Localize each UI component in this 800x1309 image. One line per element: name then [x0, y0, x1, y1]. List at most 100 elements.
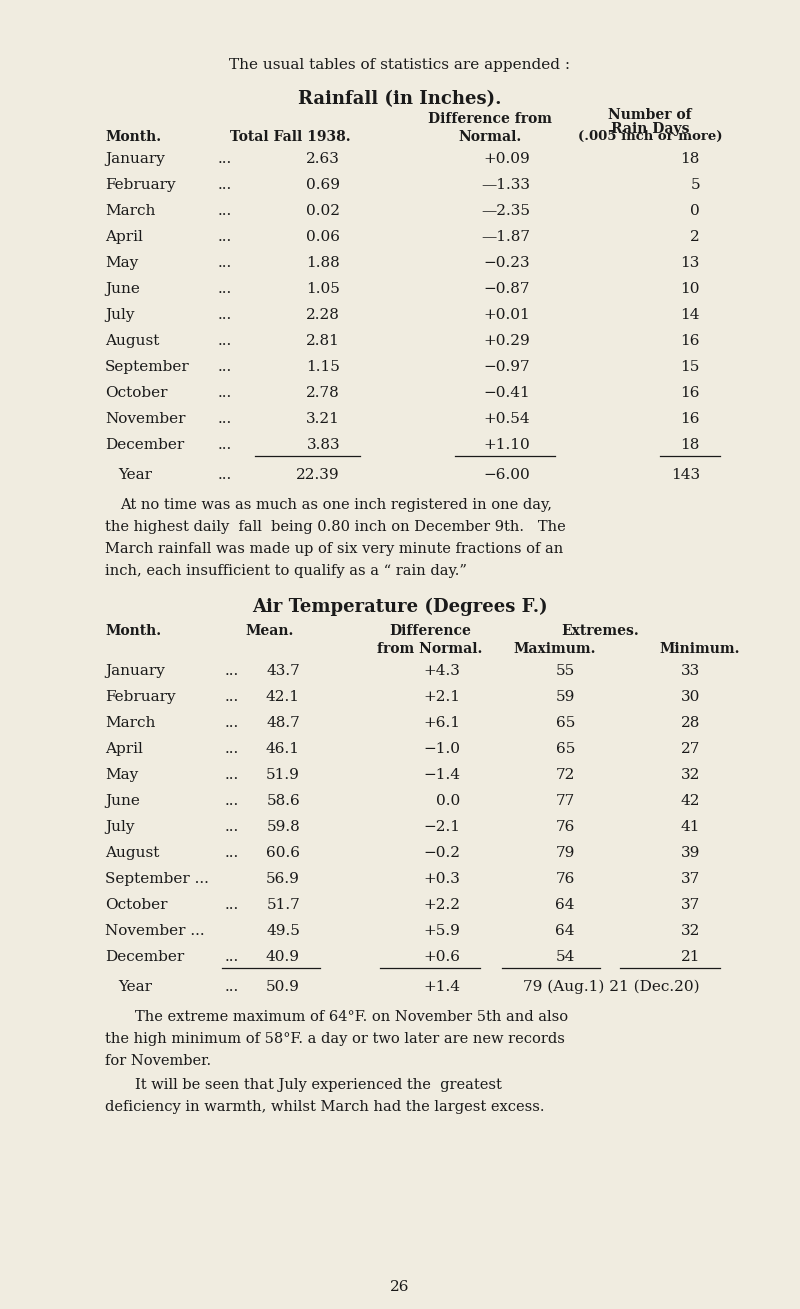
Text: 16: 16 [681, 334, 700, 348]
Text: January: January [105, 664, 165, 678]
Text: 46.1: 46.1 [266, 742, 300, 757]
Text: 42: 42 [681, 795, 700, 808]
Text: Difference from: Difference from [428, 113, 552, 126]
Text: +0.29: +0.29 [483, 334, 530, 348]
Text: +0.09: +0.09 [483, 152, 530, 166]
Text: 76: 76 [556, 819, 575, 834]
Text: +6.1: +6.1 [423, 716, 460, 730]
Text: January: January [105, 152, 165, 166]
Text: −0.23: −0.23 [483, 257, 530, 270]
Text: 0.06: 0.06 [306, 230, 340, 243]
Text: ...: ... [218, 308, 232, 322]
Text: 1.05: 1.05 [306, 281, 340, 296]
Text: 5: 5 [690, 178, 700, 192]
Text: 76: 76 [556, 872, 575, 886]
Text: ...: ... [225, 846, 239, 860]
Text: ...: ... [218, 439, 232, 452]
Text: Mean.: Mean. [246, 624, 294, 637]
Text: 21: 21 [681, 950, 700, 963]
Text: ...: ... [218, 334, 232, 348]
Text: +0.01: +0.01 [483, 308, 530, 322]
Text: ...: ... [218, 360, 232, 374]
Text: 58.6: 58.6 [266, 795, 300, 808]
Text: +1.4: +1.4 [423, 980, 460, 994]
Text: 0.0: 0.0 [436, 795, 460, 808]
Text: ...: ... [225, 664, 239, 678]
Text: February: February [105, 178, 176, 192]
Text: 59: 59 [556, 690, 575, 704]
Text: Number of: Number of [608, 109, 692, 122]
Text: 1.88: 1.88 [306, 257, 340, 270]
Text: 48.7: 48.7 [266, 716, 300, 730]
Text: (.005 inch or more): (.005 inch or more) [578, 130, 722, 143]
Text: ...: ... [218, 204, 232, 219]
Text: 0: 0 [690, 204, 700, 219]
Text: 54: 54 [556, 950, 575, 963]
Text: +0.54: +0.54 [483, 412, 530, 425]
Text: —2.35: —2.35 [481, 204, 530, 219]
Text: 49.5: 49.5 [266, 924, 300, 939]
Text: Month.: Month. [105, 624, 161, 637]
Text: −1.0: −1.0 [423, 742, 460, 757]
Text: 79: 79 [556, 846, 575, 860]
Text: —1.87: —1.87 [481, 230, 530, 243]
Text: 18: 18 [681, 439, 700, 452]
Text: +0.6: +0.6 [423, 950, 460, 963]
Text: 2.81: 2.81 [306, 334, 340, 348]
Text: March: March [105, 204, 155, 219]
Text: 56.9: 56.9 [266, 872, 300, 886]
Text: 30: 30 [681, 690, 700, 704]
Text: 26: 26 [390, 1280, 410, 1295]
Text: Maximum.: Maximum. [514, 641, 596, 656]
Text: 15: 15 [681, 360, 700, 374]
Text: +0.3: +0.3 [423, 872, 460, 886]
Text: +2.2: +2.2 [423, 898, 460, 912]
Text: for November.: for November. [105, 1054, 211, 1068]
Text: Year: Year [118, 469, 152, 482]
Text: −0.2: −0.2 [423, 846, 460, 860]
Text: 16: 16 [681, 386, 700, 401]
Text: Rain Days: Rain Days [610, 122, 690, 136]
Text: 13: 13 [681, 257, 700, 270]
Text: 64: 64 [555, 898, 575, 912]
Text: ...: ... [218, 257, 232, 270]
Text: ...: ... [218, 178, 232, 192]
Text: Month.: Month. [105, 130, 161, 144]
Text: +5.9: +5.9 [423, 924, 460, 939]
Text: 65: 65 [556, 716, 575, 730]
Text: October: October [105, 898, 167, 912]
Text: 72: 72 [556, 768, 575, 781]
Text: 16: 16 [681, 412, 700, 425]
Text: August: August [105, 334, 159, 348]
Text: the high minimum of 58°F. a day or two later are new records: the high minimum of 58°F. a day or two l… [105, 1031, 565, 1046]
Text: November ...: November ... [105, 924, 205, 939]
Text: 60.6: 60.6 [266, 846, 300, 860]
Text: June: June [105, 281, 140, 296]
Text: +1.10: +1.10 [483, 439, 530, 452]
Text: September ...: September ... [105, 872, 209, 886]
Text: 55: 55 [556, 664, 575, 678]
Text: Normal.: Normal. [458, 130, 522, 144]
Text: ...: ... [218, 230, 232, 243]
Text: June: June [105, 795, 140, 808]
Text: 14: 14 [681, 308, 700, 322]
Text: March rainfall was made up of six very minute fractions of an: March rainfall was made up of six very m… [105, 542, 563, 556]
Text: December: December [105, 439, 184, 452]
Text: April: April [105, 230, 143, 243]
Text: October: October [105, 386, 167, 401]
Text: 42.1: 42.1 [266, 690, 300, 704]
Text: 40.9: 40.9 [266, 950, 300, 963]
Text: 1.15: 1.15 [306, 360, 340, 374]
Text: Minimum.: Minimum. [660, 641, 740, 656]
Text: ...: ... [225, 795, 239, 808]
Text: 59.8: 59.8 [266, 819, 300, 834]
Text: 2: 2 [690, 230, 700, 243]
Text: 79 (Aug.1) 21 (Dec.20): 79 (Aug.1) 21 (Dec.20) [523, 980, 700, 995]
Text: 51.9: 51.9 [266, 768, 300, 781]
Text: −0.87: −0.87 [483, 281, 530, 296]
Text: November: November [105, 412, 186, 425]
Text: Year: Year [118, 980, 152, 994]
Text: 33: 33 [681, 664, 700, 678]
Text: 3.21: 3.21 [306, 412, 340, 425]
Text: ...: ... [218, 152, 232, 166]
